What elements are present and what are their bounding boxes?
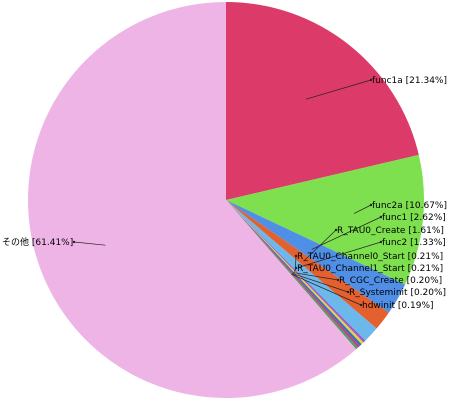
slice-value: [10.67%] (406, 201, 447, 211)
slice-name: func1 (382, 213, 407, 223)
slice-name: R_TAU0_Channel0_Start (297, 252, 405, 262)
slice-label: func2 [1.33%] (382, 238, 446, 248)
pie-slice (226, 2, 419, 200)
leader-line (311, 216, 382, 250)
leader-dot (369, 78, 373, 82)
slice-label: func1 [2.62%] (382, 213, 446, 223)
slice-value: [0.20%] (410, 288, 446, 298)
slice-value: [61.41%] (32, 238, 73, 248)
slice-name: R_CGC_Create (339, 276, 404, 286)
slice-label: その他 [61.41%] (2, 236, 73, 248)
leader-dot (336, 278, 340, 282)
leader-line (305, 79, 372, 100)
slice-value: [0.19%] (398, 301, 434, 311)
slice-label: R_Systeminit [0.20%] (349, 288, 446, 298)
pie-slice (226, 200, 406, 313)
leader-line (353, 204, 372, 214)
slice-value: [2.62%] (410, 213, 446, 223)
pie-slice (226, 200, 364, 345)
slice-name: R_TAU0_Create (337, 226, 406, 236)
leader-dot (294, 266, 298, 270)
leader-dot (379, 240, 383, 244)
pie-slice (226, 200, 377, 341)
slice-name: R_TAU0_Channel1_Start (297, 264, 405, 274)
slice-name: hdwinit (362, 301, 395, 311)
slice-name: R_Systeminit (349, 288, 408, 298)
slice-name: その他 (2, 236, 29, 248)
leader-line (291, 273, 362, 306)
leader-dot (294, 254, 298, 258)
pie-slice (226, 200, 366, 343)
slice-value: [1.61%] (408, 226, 444, 236)
slice-name: func2a (372, 201, 403, 211)
leader-dot (334, 228, 338, 232)
slice-value: [0.20%] (407, 276, 443, 286)
slice-label: R_TAU0_Channel1_Start [0.21%] (297, 264, 443, 274)
leader-dot (359, 303, 363, 307)
slice-name: func1a (372, 76, 403, 86)
slice-label: R_CGC_Create [0.20%] (339, 276, 442, 286)
slice-label: func1a [21.34%] (372, 76, 447, 86)
slice-value: [0.21%] (408, 252, 444, 262)
slice-label: hdwinit [0.19%] (362, 301, 434, 311)
slice-name: func2 (382, 238, 407, 248)
leader-line (298, 241, 382, 268)
leader-dot (379, 215, 383, 219)
leader-line (292, 273, 349, 293)
leader-dot (72, 240, 76, 244)
leader-line (293, 272, 339, 281)
slice-value: [0.21%] (408, 264, 444, 274)
leader-dot (346, 290, 350, 294)
pie-slice (27, 2, 357, 399)
leader-line (73, 241, 106, 246)
pie-slice (226, 154, 424, 285)
slice-label: func2a [10.67%] (372, 201, 447, 211)
slice-label: R_TAU0_Channel0_Start [0.21%] (297, 252, 443, 262)
slice-value: [21.34%] (406, 76, 447, 86)
slice-value: [1.33%] (410, 238, 446, 248)
leader-dot (369, 203, 373, 207)
slice-label: R_TAU0_Create [1.61%] (337, 226, 444, 236)
pie-slice (226, 200, 389, 329)
leader-line (304, 229, 337, 261)
